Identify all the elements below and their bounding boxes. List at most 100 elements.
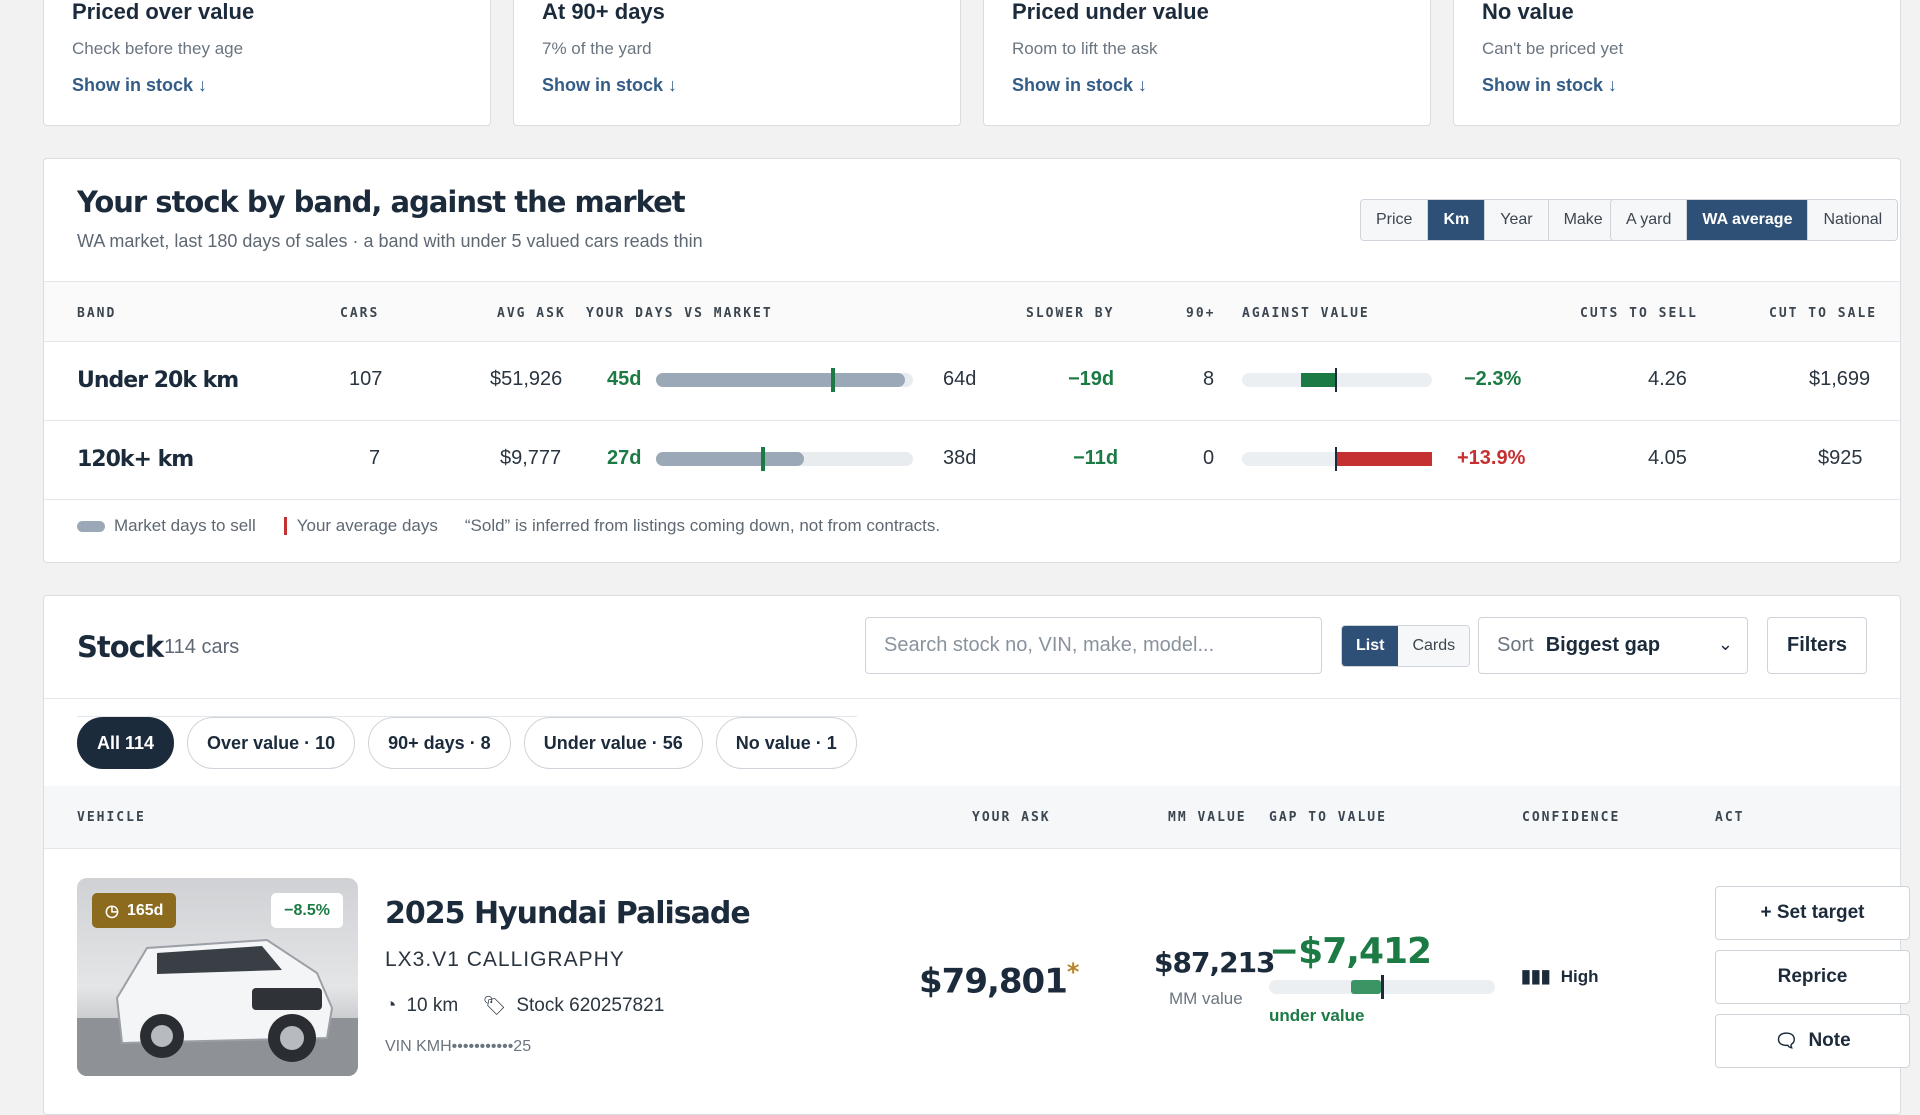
card-subtitle: Can't be priced yet — [1482, 39, 1624, 58]
sort-select[interactable]: Sort Biggest gap ⌄ — [1478, 617, 1748, 674]
slower-by: −11d — [1073, 447, 1119, 469]
odometer-icon: ◔ — [385, 995, 397, 1016]
your-days-marker — [831, 368, 836, 392]
col-cuts-to-sell: CUTS TO SELL — [1580, 306, 1698, 321]
group-option-price[interactable]: Price — [1361, 200, 1429, 240]
col-vehicle: VEHICLE — [77, 810, 146, 825]
scope-option-wa-average[interactable]: WA average — [1687, 200, 1809, 240]
col-band: BAND — [77, 306, 117, 321]
against-value: −2.3% — [1464, 368, 1522, 390]
note-button[interactable]: 🗨︎ Note — [1715, 1014, 1910, 1068]
group-option-year[interactable]: Year — [1485, 200, 1549, 240]
days-bar — [656, 368, 913, 392]
band-panel-subtitle: WA market, last 180 days of sales · a ba… — [77, 231, 703, 251]
view-option-cards[interactable]: Cards — [1398, 626, 1470, 666]
ask-value: $79,801 — [919, 961, 1068, 1002]
over-90: 8 — [1203, 368, 1215, 390]
filters-button[interactable]: Filters — [1767, 617, 1867, 674]
market-days: 64d — [943, 368, 977, 390]
confidence-value: High — [1560, 966, 1599, 986]
value-midpoint — [1335, 447, 1337, 471]
card-subtitle: Room to lift the ask — [1012, 39, 1158, 58]
cuts-to-sell: 4.05 — [1648, 447, 1687, 469]
vehicle-vin: VIN KMH•••••••••••25 — [385, 1038, 532, 1055]
chip-90-days[interactable]: 90+ days · 8 — [368, 717, 511, 769]
comment-icon: 🗨︎ — [1774, 1031, 1799, 1052]
card-at-90-days: At 90+ days 7% of the yard Show in stock… — [513, 0, 961, 126]
summary-cards: Priced over value Check before they age … — [43, 0, 1901, 126]
chip-under-value[interactable]: Under value · 56 — [523, 717, 703, 769]
col-gap-to-value: GAP TO VALUE — [1269, 810, 1387, 825]
stock-title: Stock — [77, 630, 164, 664]
note-label: Note — [1808, 1030, 1851, 1051]
group-option-make[interactable]: Make — [1548, 200, 1618, 240]
card-priced-over-value: Priced over value Check before they age … — [43, 0, 491, 126]
mm-value: $87,213 — [1154, 946, 1276, 979]
col-avg-ask: AVG ASK — [497, 306, 566, 321]
reprice-button[interactable]: Reprice — [1715, 950, 1910, 1004]
your-ask: $79,801* — [919, 958, 1080, 1002]
stock-table-header: VEHICLE YOUR ASK MM VALUE GAP TO VALUE C… — [44, 786, 1900, 849]
band-avg-ask: $9,777 — [500, 447, 562, 469]
mm-value-label: MM value — [1169, 989, 1243, 1008]
scope-option-a-yard[interactable]: A yard — [1611, 200, 1688, 240]
col-slower-by: SLOWER BY — [1026, 306, 1115, 321]
clock-icon: ◷ — [105, 902, 119, 920]
col-your-days: YOUR DAYS VS MARKET — [586, 306, 773, 321]
chevron-down-icon: ⌄ — [1717, 634, 1733, 654]
value-midpoint — [1335, 368, 1337, 392]
show-in-stock-link[interactable]: Show in stock ↓ — [1482, 75, 1618, 95]
gap-label: under value — [1269, 1006, 1365, 1025]
vehicle-stock-no: Stock 620257821 — [516, 995, 665, 1016]
confidence: ▮▮▮ High — [1521, 966, 1599, 987]
view-option-list[interactable]: List — [1342, 626, 1399, 666]
chip-over-value[interactable]: Over value · 10 — [187, 717, 356, 769]
card-subtitle: Check before they age — [72, 39, 244, 58]
band-cars: 107 — [349, 368, 383, 390]
signal-bars-icon: ▮▮▮ — [1521, 966, 1551, 986]
days-in-stock-badge: ◷ 165d — [92, 893, 177, 928]
band-cars: 7 — [369, 447, 381, 469]
set-target-button[interactable]: + Set target — [1715, 886, 1910, 940]
sort-value: Biggest gap — [1545, 634, 1661, 656]
vehicle-km: 10 km — [406, 995, 459, 1016]
card-title: Priced over value — [72, 0, 255, 24]
band-panel-title: Your stock by band, against the market — [77, 185, 686, 219]
chip-all[interactable]: All 114 — [77, 717, 175, 769]
vehicle-photo[interactable]: ◷ 165d −8.5% — [77, 878, 358, 1076]
col-cut-to-sale: CUT TO SALE — [1769, 306, 1878, 321]
market-days-fill — [656, 373, 906, 387]
show-in-stock-link[interactable]: Show in stock ↓ — [72, 75, 208, 95]
sort-label: Sort — [1497, 634, 1534, 656]
against-value: +13.9% — [1457, 447, 1526, 469]
gap-bar — [1269, 975, 1495, 999]
ask-flag: * — [1066, 958, 1080, 986]
filter-chips: All 114 Over value · 10 90+ days · 8 Und… — [77, 716, 857, 769]
car-image-icon — [77, 938, 358, 1076]
show-in-stock-link[interactable]: Show in stock ↓ — [1012, 75, 1148, 95]
chip-no-value[interactable]: No value · 1 — [715, 717, 857, 769]
gap-midpoint — [1381, 975, 1384, 999]
legend-yours: Your average days — [296, 516, 438, 535]
show-in-stock-link[interactable]: Show in stock ↓ — [542, 75, 678, 95]
against-value-bar — [1242, 447, 1432, 471]
band-row[interactable]: 120k+ km 7 $9,777 27d 38d −11d 0 +13.9% … — [44, 421, 1900, 500]
card-title: No value — [1482, 0, 1574, 24]
gap-to-value: −$7,412 — [1269, 931, 1432, 972]
vehicle-name[interactable]: 2025 Hyundai Palisade — [385, 896, 751, 931]
card-priced-under-value: Priced under value Room to lift the ask … — [983, 0, 1431, 126]
scope-option-national[interactable]: National — [1808, 200, 1898, 240]
band-row[interactable]: Under 20k km 107 $51,926 45d 64d −19d 8 … — [44, 342, 1900, 421]
legend-note: “Sold” is inferred from listings coming … — [464, 516, 941, 535]
card-subtitle: 7% of the yard — [542, 39, 652, 58]
group-option-km[interactable]: Km — [1428, 200, 1486, 240]
band-label: 120k+ km — [77, 447, 194, 472]
col-cars: CARS — [340, 306, 380, 321]
market-days-fill — [656, 452, 804, 466]
card-no-value: No value Can't be priced yet Show in sto… — [1453, 0, 1901, 126]
scope-toggle: A yard WA average National — [1610, 199, 1899, 241]
gap-percent-badge: −8.5% — [271, 893, 343, 928]
band-panel: Your stock by band, against the market W… — [43, 158, 1901, 563]
band-table-header: BAND CARS AVG ASK YOUR DAYS VS MARKET SL… — [44, 281, 1900, 342]
stock-search-input[interactable] — [865, 617, 1322, 674]
